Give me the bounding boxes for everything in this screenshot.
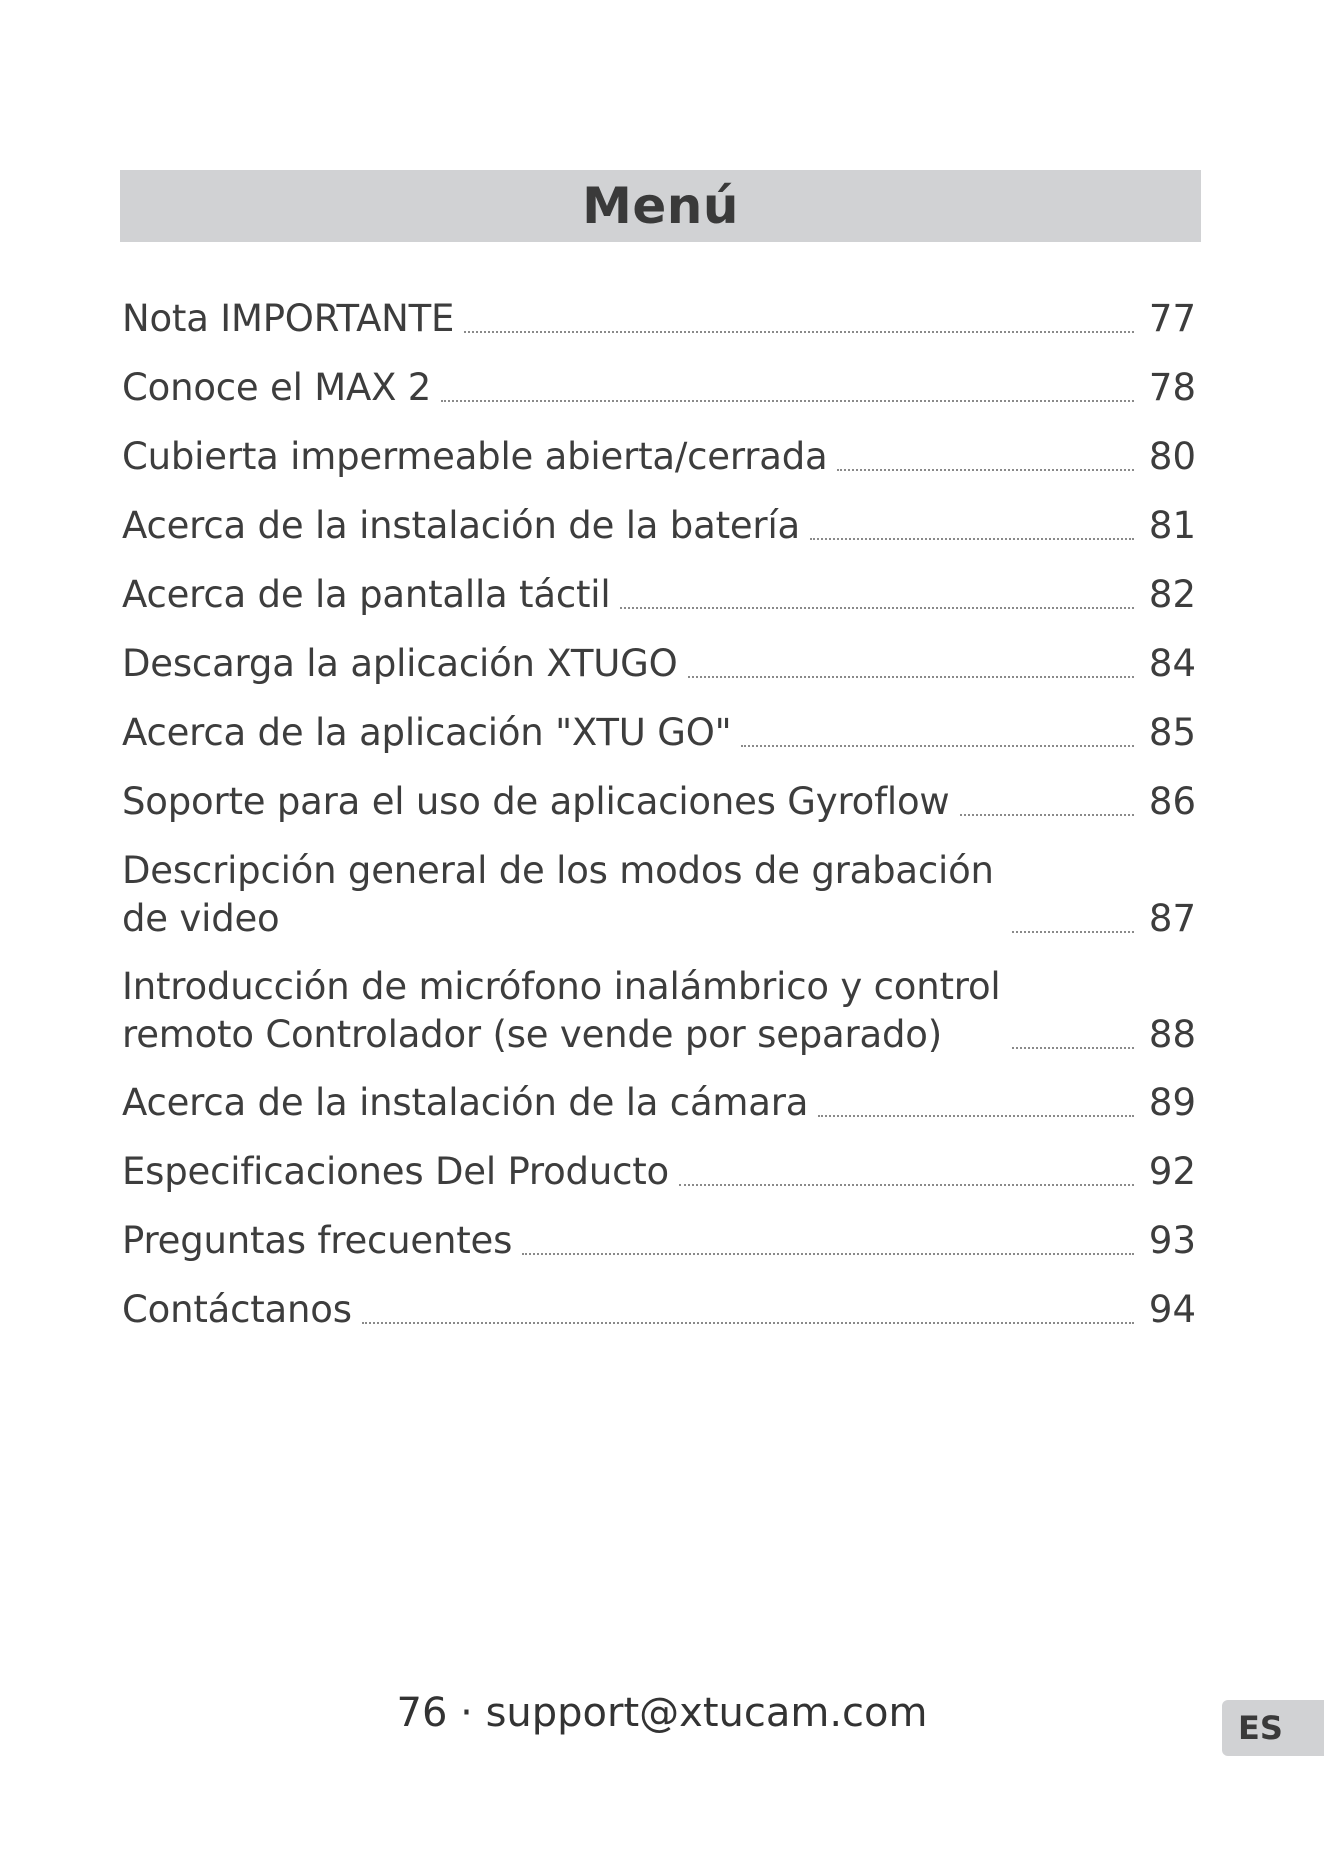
toc-entry-title: Nota IMPORTANTE bbox=[122, 297, 455, 340]
dot-leader bbox=[522, 1253, 1134, 1255]
page-title: Menú bbox=[582, 177, 739, 235]
dot-leader bbox=[741, 745, 1134, 747]
toc-entry-title: Acerca de la instalación de la cámara bbox=[122, 1081, 809, 1124]
toc-entry-contactanos[interactable]: Contáctanos 94 bbox=[122, 1286, 1196, 1334]
toc-entry-title: Acerca de la pantalla táctil bbox=[122, 573, 611, 616]
toc-entry-cubierta-impermeable[interactable]: Cubierta impermeable abierta/cerrada 80 bbox=[122, 433, 1196, 481]
toc-entry-especificaciones[interactable]: Especificaciones Del Producto 92 bbox=[122, 1148, 1196, 1196]
dot-leader bbox=[810, 538, 1134, 540]
dot-leader bbox=[687, 676, 1134, 678]
toc-entry-title: Descarga la aplicación XTUGO bbox=[122, 642, 678, 685]
toc-entry-instalacion-camara[interactable]: Acerca de la instalación de la cámara 89 bbox=[122, 1079, 1196, 1127]
toc-entry-title: Introducción de micrófono inalámbrico y … bbox=[122, 965, 1001, 1056]
toc-entry-title: Conoce el MAX 2 bbox=[122, 366, 432, 409]
toc-entry-conoce-max2[interactable]: Conoce el MAX 2 78 bbox=[122, 364, 1196, 412]
toc-entry-preguntas-frecuentes[interactable]: Preguntas frecuentes 93 bbox=[122, 1217, 1196, 1265]
toc-entry-title: Preguntas frecuentes bbox=[122, 1219, 513, 1262]
toc-entry-page: 94 bbox=[1148, 1288, 1196, 1331]
toc-entry-title: Especificaciones Del Producto bbox=[122, 1150, 669, 1193]
toc-entry-page: 78 bbox=[1148, 366, 1196, 409]
toc-entry-descarga-xtugo[interactable]: Descarga la aplicación XTUGO 84 bbox=[122, 640, 1196, 688]
toc-entry-page: 84 bbox=[1148, 642, 1196, 685]
dot-leader bbox=[620, 607, 1134, 609]
title-bar: Menú bbox=[120, 170, 1201, 242]
toc-entry-page: 85 bbox=[1148, 711, 1196, 754]
dot-leader bbox=[959, 814, 1134, 816]
dot-leader bbox=[441, 400, 1134, 402]
toc-entry-page: 82 bbox=[1148, 573, 1196, 616]
toc-entry-title: Acerca de la instalación de la batería bbox=[122, 504, 801, 547]
dot-leader bbox=[1012, 931, 1134, 933]
toc-entry-title: Descripción general de los modos de grab… bbox=[122, 849, 994, 940]
language-tab: ES bbox=[1222, 1700, 1324, 1756]
toc-entry-title: Cubierta impermeable abierta/cerrada bbox=[122, 435, 828, 478]
toc-entry-aplicacion-xtu-go[interactable]: Acerca de la aplicación "XTU GO" 85 bbox=[122, 709, 1196, 757]
page-footer: 76 · support@xtucam.com bbox=[396, 1690, 928, 1736]
toc-entry-nota-importante[interactable]: Nota IMPORTANTE 77 bbox=[122, 295, 1196, 343]
toc-entry-microfono-control[interactable]: Introducción de micrófono inalámbrico y … bbox=[122, 963, 1196, 1059]
dot-leader bbox=[837, 469, 1134, 471]
toc-entry-page: 88 bbox=[1148, 1013, 1196, 1056]
toc-entry-instalacion-bateria[interactable]: Acerca de la instalación de la batería 8… bbox=[122, 502, 1196, 550]
toc-entry-gyroflow[interactable]: Soporte para el uso de aplicaciones Gyro… bbox=[122, 778, 1196, 826]
dot-leader bbox=[361, 1322, 1134, 1324]
dot-leader bbox=[1012, 1047, 1134, 1049]
toc-entry-title: Acerca de la aplicación "XTU GO" bbox=[122, 711, 732, 754]
toc-entry-page: 92 bbox=[1148, 1150, 1196, 1193]
toc-entry-page: 80 bbox=[1148, 435, 1196, 478]
toc-entry-page: 87 bbox=[1148, 897, 1196, 940]
toc-entry-page: 77 bbox=[1148, 297, 1196, 340]
toc-entry-title: Contáctanos bbox=[122, 1288, 352, 1331]
toc-entry-title: Soporte para el uso de aplicaciones Gyro… bbox=[122, 780, 950, 823]
toc-entry-page: 86 bbox=[1148, 780, 1196, 823]
toc-entry-page: 81 bbox=[1148, 504, 1196, 547]
table-of-contents: Nota IMPORTANTE 77 Conoce el MAX 2 78 Cu… bbox=[122, 295, 1196, 1355]
toc-entry-page: 89 bbox=[1148, 1081, 1196, 1124]
dot-leader bbox=[818, 1115, 1134, 1117]
toc-entry-modos-grabacion[interactable]: Descripción general de los modos de grab… bbox=[122, 847, 1196, 943]
dot-leader bbox=[464, 331, 1134, 333]
dot-leader bbox=[678, 1184, 1134, 1186]
toc-entry-page: 93 bbox=[1148, 1219, 1196, 1262]
toc-entry-pantalla-tactil[interactable]: Acerca de la pantalla táctil 82 bbox=[122, 571, 1196, 619]
